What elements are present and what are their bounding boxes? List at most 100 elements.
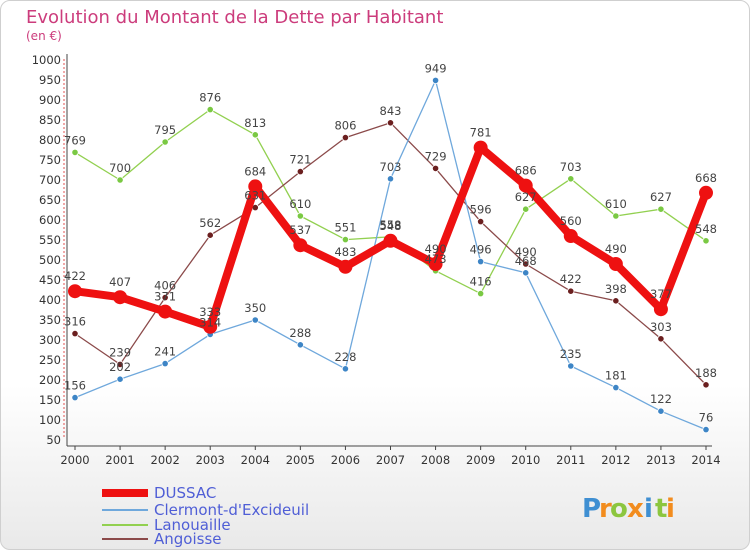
- point-angoisse: [71, 329, 79, 338]
- point-angoisse: [386, 119, 395, 127]
- data-label-lanouaille: 610: [289, 197, 311, 211]
- data-label-dussac: 333: [199, 305, 221, 319]
- x-tick-label: 2002: [151, 453, 180, 467]
- data-label-angoisse: 316: [64, 315, 86, 329]
- legend-label: Lanouaille: [154, 516, 231, 534]
- data-label-clermont-d-excideuil: 468: [515, 254, 537, 268]
- data-label-clermont-d-excideuil: 350: [244, 301, 266, 315]
- logo-letter: r: [599, 494, 612, 524]
- y-tick-label: 150: [39, 393, 61, 407]
- data-label-dussac: 407: [109, 275, 131, 289]
- x-tick-label: 2009: [466, 453, 495, 467]
- data-label-clermont-d-excideuil: 181: [605, 369, 627, 383]
- x-tick-label: 2006: [331, 453, 360, 467]
- point-clermont-d-excideuil: [71, 393, 79, 402]
- y-tick-label: 500: [39, 253, 61, 267]
- x-tick-label: 2011: [556, 453, 585, 467]
- logo-letter: x: [627, 494, 644, 524]
- data-label-dussac: 483: [334, 245, 356, 259]
- point-dussac: [158, 304, 173, 319]
- data-label-dussac: 548: [380, 219, 402, 233]
- x-tick-label: 2008: [421, 453, 450, 467]
- point-dussac: [563, 229, 578, 243]
- y-tick-label: 900: [39, 93, 61, 107]
- data-label-lanouaille: 551: [334, 221, 356, 235]
- data-label-clermont-d-excideuil: 288: [289, 326, 311, 340]
- point-angoisse: [612, 297, 620, 305]
- y-tick-label: 1000: [32, 53, 61, 67]
- point-clermont-d-excideuil: [251, 316, 259, 324]
- point-dussac: [653, 302, 668, 317]
- data-label-angoisse: 490: [515, 245, 537, 259]
- data-label-clermont-d-excideuil: 228: [334, 350, 356, 364]
- data-label-angoisse: 631: [244, 189, 266, 203]
- x-tick-label: 2004: [241, 453, 270, 467]
- point-clermont-d-excideuil: [431, 76, 440, 85]
- logo-letter: o: [610, 494, 628, 524]
- point-angoisse: [702, 381, 710, 389]
- point-lanouaille: [477, 289, 485, 298]
- data-label-lanouaille: 769: [64, 133, 86, 147]
- logo-letter: t: [655, 494, 667, 524]
- data-label-clermont-d-excideuil: 122: [650, 392, 672, 406]
- data-label-lanouaille: 795: [154, 123, 176, 137]
- y-tick-label: 50: [46, 433, 61, 447]
- data-label-clermont-d-excideuil: 76: [699, 411, 714, 425]
- x-tick-label: 2013: [646, 453, 675, 467]
- data-label-lanouaille: 548: [695, 222, 717, 236]
- data-label-angoisse: 422: [560, 272, 582, 286]
- x-tick-label: 2005: [286, 453, 315, 467]
- legend-label: Clermont-d'Excideuil: [154, 501, 309, 519]
- data-label-dussac: 781: [470, 126, 492, 140]
- point-lanouaille: [657, 205, 665, 213]
- data-label-angoisse: 398: [605, 282, 627, 296]
- point-dussac: [518, 178, 533, 193]
- x-tick-label: 2001: [105, 453, 134, 467]
- data-label-lanouaille: 813: [244, 116, 266, 130]
- point-angoisse: [567, 287, 575, 295]
- y-tick-label: 600: [39, 213, 61, 227]
- point-lanouaille: [702, 237, 710, 245]
- x-tick-label: 2012: [601, 453, 630, 467]
- data-label-lanouaille: 610: [605, 197, 627, 211]
- data-label-lanouaille: 627: [515, 190, 537, 204]
- point-clermont-d-excideuil: [161, 359, 169, 368]
- point-lanouaille: [567, 175, 575, 183]
- point-lanouaille: [522, 205, 530, 213]
- y-tick-label: 950: [39, 73, 61, 87]
- point-lanouaille: [116, 176, 124, 184]
- point-dussac: [68, 284, 82, 299]
- data-label-dussac: 422: [64, 269, 86, 283]
- data-label-clermont-d-excideuil: 202: [109, 360, 131, 374]
- point-dussac: [428, 257, 443, 271]
- point-clermont-d-excideuil: [567, 362, 575, 370]
- point-angoisse: [477, 218, 485, 226]
- point-lanouaille: [71, 148, 79, 156]
- point-clermont-d-excideuil: [657, 407, 665, 415]
- point-angoisse: [206, 231, 214, 239]
- data-label-dussac: 560: [560, 214, 582, 228]
- series-layer: [68, 76, 713, 434]
- x-tick-label: 2010: [511, 453, 540, 467]
- data-label-dussac: 490: [605, 242, 627, 256]
- x-tick-label: 2014: [691, 453, 720, 467]
- y-tick-label: 850: [39, 113, 61, 127]
- chart-title: Evolution du Montant de la Dette par Hab…: [26, 7, 443, 28]
- data-label-lanouaille: 627: [650, 190, 672, 204]
- y-tick-label: 750: [39, 153, 61, 167]
- data-label-clermont-d-excideuil: 496: [470, 243, 492, 257]
- data-label-dussac: 371: [154, 290, 176, 304]
- data-label-angoisse: 843: [380, 104, 402, 118]
- y-tick-label: 700: [39, 173, 61, 187]
- x-tick-label: 2000: [60, 453, 89, 467]
- point-lanouaille: [341, 236, 350, 244]
- point-angoisse: [161, 293, 169, 302]
- data-label-angoisse: 562: [199, 216, 221, 230]
- point-dussac: [113, 290, 128, 305]
- point-angoisse: [116, 360, 124, 368]
- data-labels: 769 700 795 876 813 610 551 558 473 416 627 703 610 6…: [64, 61, 717, 424]
- data-label-angoisse: 721: [289, 153, 311, 167]
- data-label-angoisse: 406: [154, 279, 176, 293]
- data-label-dussac: 668: [695, 171, 717, 185]
- proxiti-logo: Pro x i ti: [582, 494, 675, 524]
